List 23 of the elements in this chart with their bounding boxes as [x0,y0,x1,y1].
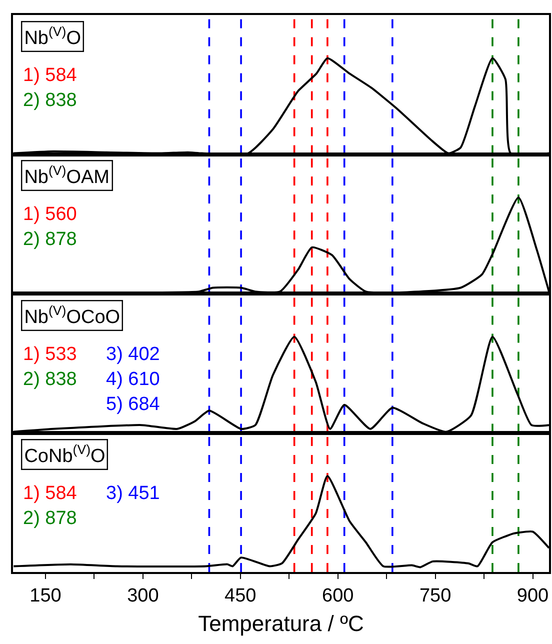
ref-line-label: 1) 584 [23,65,78,86]
ref-line-label: 1) 560 [23,204,77,225]
x-tick-label: 600 [322,586,354,607]
x-axis-title: Temperatura / ºC [198,610,364,636]
ref-line-label: 2) 838 [23,90,77,111]
x-tick-label: 300 [127,586,159,607]
chart-title: Nb$^{(V)}$OAM [24,163,110,188]
ref-line-label: 5) 684 [106,394,160,415]
ref-line-label: 1) 533 [23,344,77,365]
ref-line-label: 1) 584 [23,483,78,504]
chart-title: Nb$^{(V)}$O [24,24,82,50]
x-tick-label: 450 [224,586,256,607]
ref-line-label: 2) 878 [23,508,77,529]
x-tick-label: 150 [30,586,62,607]
chart-title: CoNb$^{(V)}$O [24,442,106,468]
ref-line-label: 2) 838 [23,369,77,390]
chart-title: Nb$^{(V)}$OCoO [24,303,120,328]
x-tick-label: 750 [419,586,452,607]
ref-line-label: 3) 451 [106,483,160,504]
ref-line-label: 4) 610 [106,369,160,390]
x-tick-label: 900 [516,586,549,607]
ref-line-label: 2) 878 [23,229,77,250]
ref-line-label: 3) 402 [106,344,160,365]
